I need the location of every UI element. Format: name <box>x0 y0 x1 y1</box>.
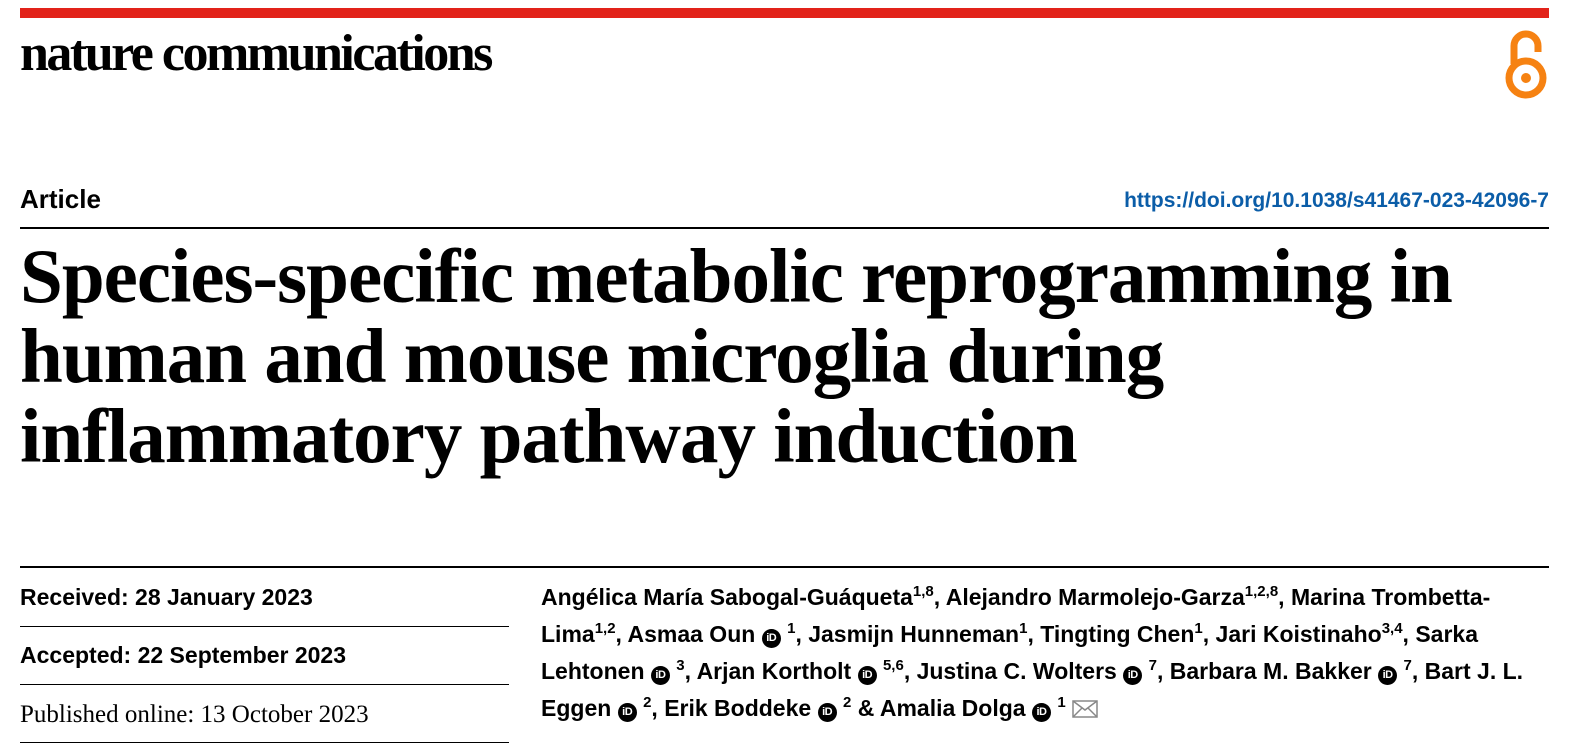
author-name[interactable]: Amalia Dolga <box>879 695 1026 721</box>
date-divider <box>20 626 509 627</box>
author-separator: , <box>1202 621 1216 647</box>
author-entry: Marina Trombetta-Lima1,2, <box>541 584 1490 647</box>
author-entry: Sarka Lehtonen iD 3, <box>541 621 1478 685</box>
author-separator: , <box>1156 658 1170 684</box>
author-entry: Tingting Chen1, <box>1040 621 1215 647</box>
affiliation-marker[interactable]: 7 <box>1403 657 1412 674</box>
date-divider <box>20 742 509 743</box>
affiliation-marker[interactable]: 1 <box>1019 620 1028 637</box>
affiliation-marker[interactable]: 2 <box>643 694 652 711</box>
meta-top-rule <box>20 566 1549 568</box>
orcid-icon[interactable]: iD <box>817 703 837 722</box>
doi-link[interactable]: https://doi.org/10.1038/s41467-023-42096… <box>1124 189 1549 212</box>
orcid-icon[interactable]: iD <box>1378 666 1398 685</box>
author-entry: Angélica María Sabogal-Guáqueta1,8, <box>541 584 946 610</box>
author-separator: & <box>851 695 880 721</box>
affiliation-marker[interactable]: 3,4 <box>1381 620 1403 637</box>
author-name[interactable]: Sarka Lehtonen <box>541 621 1478 684</box>
accepted-date: Accepted: 22 September 2023 <box>20 642 346 668</box>
affiliation-marker[interactable]: 7 <box>1148 657 1157 674</box>
author-separator: , <box>933 584 946 610</box>
author-entry: Amalia Dolga iD 1 <box>879 694 1098 722</box>
received-date: Received: 28 January 2023 <box>20 584 313 610</box>
author-name[interactable]: Barbara M. Bakker <box>1169 658 1372 684</box>
author-separator: , <box>795 621 809 647</box>
orcid-icon[interactable]: iD <box>617 703 637 722</box>
author-entry: Barbara M. Bakker iD 7, <box>1169 657 1425 685</box>
author-name[interactable]: Alejandro Marmolejo-Garza <box>945 584 1245 610</box>
affiliation-marker[interactable]: 2 <box>842 694 852 711</box>
author-entry: Asmaa Oun iD 1, <box>627 620 809 648</box>
author-name[interactable]: Erik Boddeke <box>664 695 812 721</box>
affiliation-marker[interactable]: 1,2,8 <box>1244 583 1279 600</box>
affiliation-marker[interactable]: 1 <box>1194 620 1203 637</box>
author-separator: , <box>1027 621 1041 647</box>
author-entry: Jari Koistinaho3,4, <box>1216 621 1416 647</box>
open-access-icon <box>1505 30 1547 99</box>
author-separator: , <box>615 621 628 647</box>
orcid-icon[interactable]: iD <box>1123 666 1143 685</box>
orcid-icon[interactable]: iD <box>857 666 877 685</box>
author-separator: , <box>1411 658 1425 684</box>
author-separator: , <box>903 658 917 684</box>
affiliation-marker[interactable]: 3 <box>676 657 685 674</box>
author-entry: Bart J. L. Eggen iD 2, <box>541 658 1524 722</box>
orcid-icon[interactable]: iD <box>1031 703 1051 722</box>
author-entry: Erik Boddeke iD 2 & <box>664 694 880 722</box>
title-top-rule <box>20 227 1549 229</box>
author-entry: Arjan Kortholt iD 5,6, <box>696 657 917 685</box>
author-name[interactable]: Bart J. L. Eggen <box>541 658 1524 721</box>
author-entry: Justina C. Wolters iD 7, <box>916 657 1170 685</box>
author-name[interactable]: Asmaa Oun <box>627 621 756 647</box>
author-separator: , <box>1402 621 1416 647</box>
author-separator: , <box>651 695 665 721</box>
author-name[interactable]: Jasmijn Hunneman <box>808 621 1020 647</box>
article-title: Species-specific metabolic reprogramming… <box>20 233 1453 479</box>
affiliation-marker[interactable]: 1,2 <box>594 620 616 637</box>
author-name[interactable]: Jari Koistinaho <box>1215 621 1382 647</box>
author-separator: , <box>1278 584 1291 610</box>
author-name[interactable]: Justina C. Wolters <box>916 658 1117 684</box>
author-name[interactable]: Angélica María Sabogal-Guáqueta <box>541 584 913 610</box>
author-separator: , <box>684 658 697 684</box>
author-entry: Jasmijn Hunneman1, <box>808 621 1040 647</box>
affiliation-marker[interactable]: 1 <box>1057 694 1066 711</box>
author-entry: Alejandro Marmolejo-Garza1,2,8, <box>946 584 1291 610</box>
author-name[interactable]: Tingting Chen <box>1040 621 1195 647</box>
affiliation-marker[interactable]: 1,8 <box>912 583 934 600</box>
orcid-icon[interactable]: iD <box>650 666 670 685</box>
date-divider <box>20 684 509 685</box>
published-date: Published online: 13 October 2023 <box>20 701 369 728</box>
author-name[interactable]: Arjan Kortholt <box>696 658 852 684</box>
affiliation-marker[interactable]: 1 <box>787 620 796 637</box>
affiliation-marker[interactable]: 5,6 <box>882 657 904 674</box>
journal-name: nature communications <box>20 25 493 82</box>
article-type: Article <box>20 184 101 214</box>
orcid-icon[interactable]: iD <box>761 629 781 648</box>
journal-accent-bar <box>20 8 1549 18</box>
envelope-icon[interactable] <box>1071 699 1098 719</box>
author-name[interactable]: Marina Trombetta-Lima <box>541 584 1491 647</box>
author-list: Angélica María Sabogal-Guáqueta1,8, Alej… <box>541 579 1561 727</box>
